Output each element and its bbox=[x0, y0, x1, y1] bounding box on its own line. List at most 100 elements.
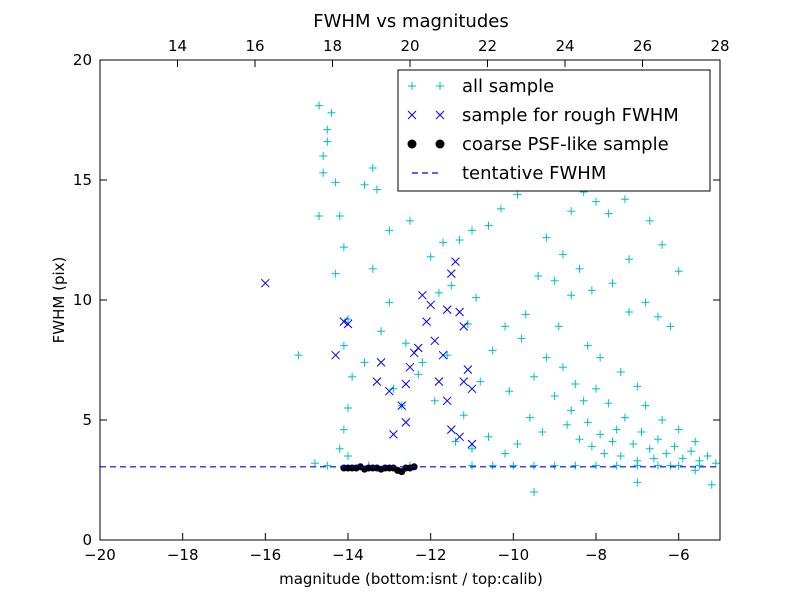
x-tick-label: −20 bbox=[84, 546, 116, 564]
data-point bbox=[484, 432, 493, 441]
data-point bbox=[596, 430, 605, 439]
y-tick-label: 15 bbox=[73, 171, 92, 189]
data-point bbox=[625, 308, 634, 316]
legend-marker bbox=[435, 110, 445, 120]
data-point bbox=[447, 281, 456, 290]
data-point bbox=[339, 243, 348, 252]
x-tick-label: −12 bbox=[415, 546, 447, 564]
data-point bbox=[612, 461, 621, 470]
data-point bbox=[472, 293, 481, 302]
data-point bbox=[674, 425, 683, 434]
legend: all sample sample for rough FWHM coarse PS… bbox=[397, 69, 711, 192]
data-point bbox=[319, 168, 328, 177]
data-point bbox=[666, 322, 675, 331]
legend-entry: all sample bbox=[408, 76, 554, 97]
data-point bbox=[612, 425, 621, 434]
data-point bbox=[455, 307, 464, 317]
data-point bbox=[550, 461, 559, 470]
data-point bbox=[654, 461, 662, 470]
y-axis: 0 5 10 15 20 bbox=[73, 51, 720, 549]
data-point bbox=[426, 252, 435, 261]
data-point bbox=[558, 250, 567, 259]
legend-label: tentative FWHM bbox=[462, 163, 606, 184]
data-point bbox=[629, 440, 638, 448]
data-point bbox=[687, 447, 696, 456]
data-point bbox=[476, 377, 485, 386]
legend-box bbox=[397, 69, 711, 192]
data-point bbox=[575, 264, 584, 273]
data-point bbox=[633, 478, 642, 487]
data-point bbox=[430, 396, 439, 405]
data-point bbox=[575, 435, 584, 444]
data-point bbox=[641, 401, 650, 410]
data-point bbox=[459, 377, 469, 386]
data-point bbox=[468, 461, 476, 470]
data-point bbox=[360, 358, 369, 367]
bottom-x-axis: −20 −18 −16 −14 −12 −10 −8 −6 bbox=[84, 533, 690, 564]
data-point bbox=[509, 461, 518, 470]
data-point bbox=[587, 286, 596, 295]
data-point bbox=[600, 449, 609, 458]
data-point bbox=[463, 320, 472, 328]
data-point bbox=[315, 101, 324, 110]
data-point bbox=[335, 444, 344, 453]
data-point bbox=[360, 180, 369, 189]
data-point bbox=[538, 428, 547, 436]
data-point bbox=[323, 125, 332, 134]
data-point bbox=[616, 452, 625, 460]
top-x-tick-label: 18 bbox=[323, 37, 342, 55]
legend-entry: tentative FWHM bbox=[412, 163, 606, 184]
data-point bbox=[335, 212, 344, 220]
data-point bbox=[430, 336, 440, 346]
data-point bbox=[530, 488, 538, 496]
data-point bbox=[525, 413, 534, 422]
legend-label: coarse PSF-like sample bbox=[462, 134, 669, 155]
data-point bbox=[592, 384, 600, 393]
data-point bbox=[513, 440, 522, 448]
top-x-tick-label: 26 bbox=[633, 37, 652, 55]
data-point bbox=[530, 372, 538, 381]
series-2 bbox=[340, 463, 418, 476]
data-point bbox=[604, 209, 613, 218]
data-point bbox=[625, 255, 634, 264]
data-point bbox=[567, 291, 576, 300]
data-point bbox=[348, 372, 357, 381]
data-point bbox=[583, 418, 592, 427]
legend-marker bbox=[408, 82, 416, 90]
data-point bbox=[554, 322, 563, 331]
data-point bbox=[372, 185, 381, 194]
x-tick-label: −18 bbox=[167, 546, 199, 564]
data-point bbox=[488, 461, 497, 470]
data-point bbox=[620, 195, 629, 204]
data-point bbox=[517, 334, 526, 343]
data-point bbox=[401, 379, 411, 389]
y-tick-label: 20 bbox=[73, 51, 92, 69]
x-tick-label: −16 bbox=[250, 546, 282, 564]
legend-entry: coarse PSF-like sample bbox=[407, 134, 669, 155]
data-point bbox=[641, 298, 650, 307]
data-point bbox=[550, 276, 559, 285]
data-point bbox=[384, 386, 394, 396]
data-point bbox=[587, 442, 596, 451]
data-point bbox=[418, 358, 427, 367]
data-point bbox=[637, 428, 646, 436]
legend-entry: sample for rough FWHM bbox=[407, 105, 679, 126]
data-point bbox=[323, 461, 332, 470]
data-point bbox=[468, 226, 476, 235]
data-point bbox=[414, 370, 423, 379]
data-point bbox=[592, 461, 600, 470]
data-point bbox=[409, 348, 419, 358]
data-point bbox=[418, 290, 427, 300]
x-tick-label: −10 bbox=[498, 546, 530, 564]
data-point bbox=[368, 164, 377, 172]
data-point bbox=[558, 363, 567, 372]
data-point bbox=[596, 353, 605, 362]
data-point bbox=[488, 346, 497, 355]
top-x-tick-label: 28 bbox=[710, 37, 729, 55]
data-point bbox=[542, 233, 551, 242]
y-axis-label: FWHM (pix) bbox=[50, 257, 68, 344]
data-point bbox=[534, 272, 543, 280]
data-point bbox=[678, 454, 687, 463]
y-tick-label: 5 bbox=[82, 411, 92, 429]
data-point bbox=[443, 351, 452, 360]
